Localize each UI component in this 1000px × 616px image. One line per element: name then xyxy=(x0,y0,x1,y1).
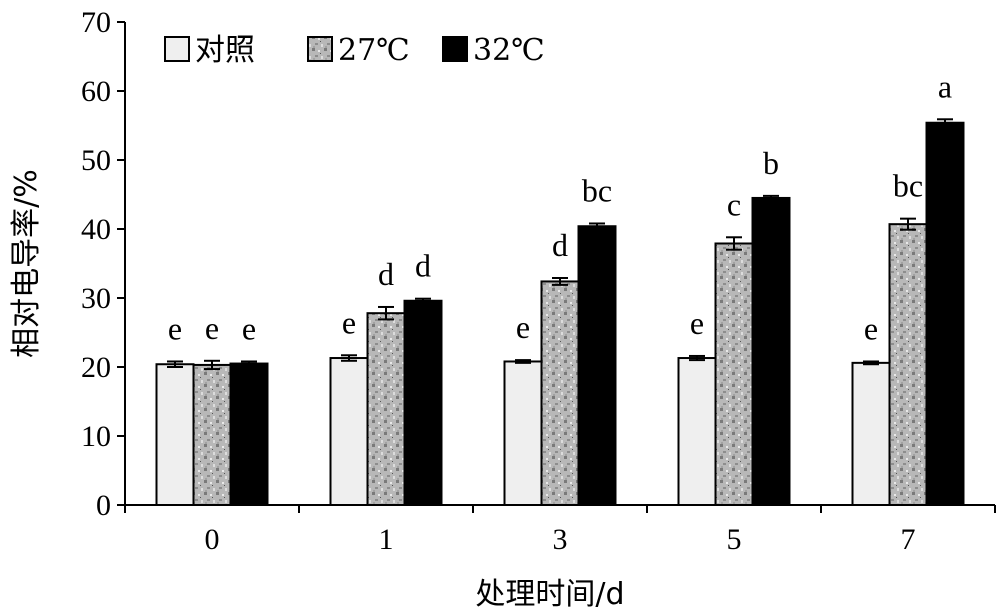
y-axis-title: 相对电导率/% xyxy=(9,169,44,358)
bar xyxy=(192,363,232,506)
legend-swatch xyxy=(307,36,333,62)
legend-label: 27℃ xyxy=(338,33,410,68)
bar xyxy=(503,360,543,507)
data-label: b xyxy=(763,145,779,181)
bar xyxy=(229,362,269,506)
y-tick-label: 60 xyxy=(81,75,111,108)
data-label: e xyxy=(864,310,878,346)
bar xyxy=(403,299,443,507)
data-label: d xyxy=(415,248,431,284)
legend-label: 32℃ xyxy=(473,33,545,68)
bar xyxy=(540,280,580,506)
bar xyxy=(714,242,754,507)
y-tick-label: 40 xyxy=(81,213,111,246)
x-tick-label: 0 xyxy=(205,523,220,556)
y-tick-label: 50 xyxy=(81,144,111,177)
x-tick-label: 3 xyxy=(553,523,568,556)
y-tick-label: 70 xyxy=(81,6,111,39)
data-label: d xyxy=(378,256,394,292)
x-tick-label: 5 xyxy=(727,523,742,556)
data-label: a xyxy=(938,68,952,104)
bar xyxy=(677,357,717,506)
y-tick-label: 0 xyxy=(96,489,111,522)
data-label: e xyxy=(168,310,182,346)
x-axis-title: 处理时间/d xyxy=(475,577,624,612)
data-label: e xyxy=(242,310,256,346)
bar xyxy=(851,361,891,506)
data-label: c xyxy=(727,186,741,222)
data-label: e xyxy=(516,309,530,345)
bar xyxy=(366,312,406,506)
y-tick-label: 30 xyxy=(81,282,111,315)
bar xyxy=(925,121,965,507)
bar xyxy=(577,225,617,507)
data-label: d xyxy=(552,227,568,263)
legend-swatch xyxy=(442,36,468,62)
y-tick-label: 20 xyxy=(81,351,111,384)
legend-swatch xyxy=(164,36,190,62)
bar xyxy=(888,223,928,506)
data-label: e xyxy=(690,305,704,341)
data-label: bc xyxy=(582,172,612,208)
bar xyxy=(329,357,369,506)
x-tick-label: 7 xyxy=(901,523,916,556)
data-label: e xyxy=(205,310,219,346)
data-label: e xyxy=(342,304,356,340)
y-tick-label: 10 xyxy=(81,420,111,453)
legend-label: 对照 xyxy=(195,33,255,68)
bar xyxy=(155,363,195,506)
x-tick-label: 1 xyxy=(379,523,394,556)
data-label: bc xyxy=(893,168,923,204)
bar xyxy=(751,196,791,506)
